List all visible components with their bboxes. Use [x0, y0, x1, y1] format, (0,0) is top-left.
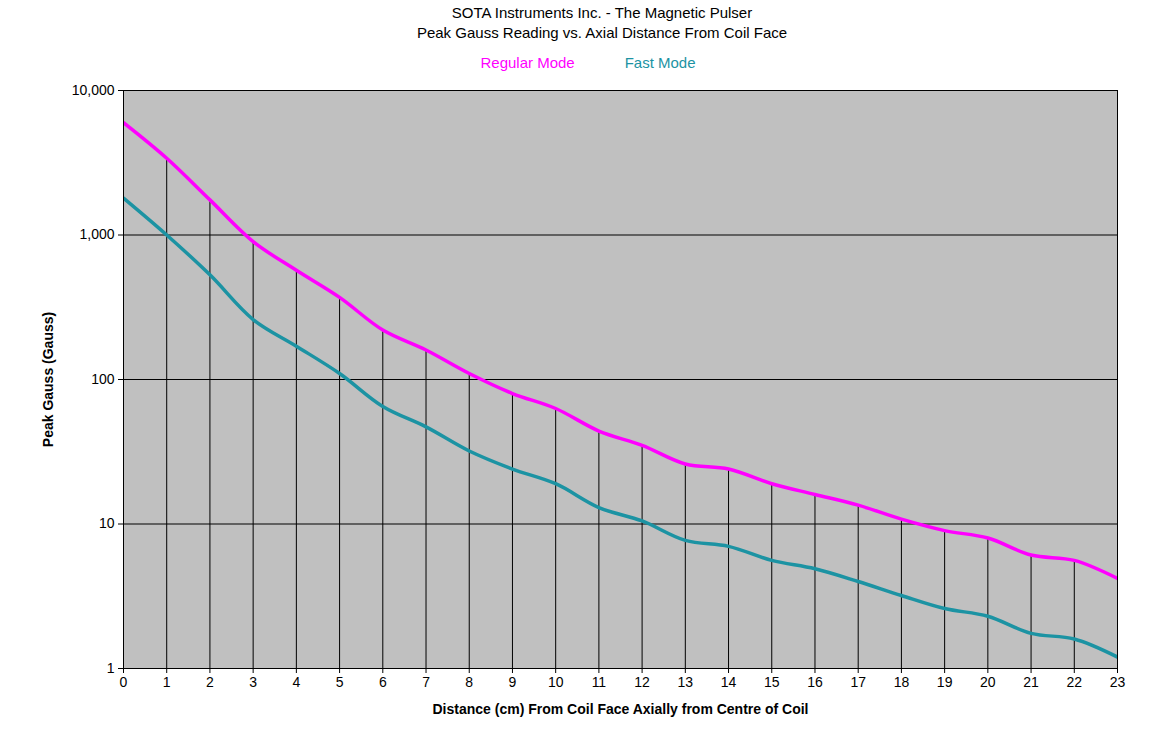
svg-text:4: 4: [292, 674, 300, 690]
svg-text:10,000: 10,000: [72, 82, 115, 98]
svg-text:11: 11: [592, 674, 607, 690]
svg-text:15: 15: [764, 674, 780, 690]
svg-text:100: 100: [91, 371, 115, 387]
svg-text:10: 10: [99, 515, 115, 531]
svg-text:12: 12: [634, 674, 650, 690]
svg-text:2: 2: [206, 674, 214, 690]
svg-text:5: 5: [336, 674, 344, 690]
svg-text:8: 8: [465, 674, 473, 690]
svg-text:21: 21: [1023, 674, 1039, 690]
svg-text:1: 1: [107, 660, 115, 676]
svg-text:Distance (cm) From Coil Face A: Distance (cm) From Coil Face Axially fro…: [432, 701, 808, 717]
svg-text:0: 0: [120, 674, 128, 690]
svg-text:1,000: 1,000: [79, 226, 114, 242]
svg-text:19: 19: [937, 674, 953, 690]
svg-text:3: 3: [249, 674, 257, 690]
svg-text:22: 22: [1066, 674, 1082, 690]
html-text:Regular Mode: Regular Mode: [480, 54, 575, 71]
svg-text:10: 10: [548, 674, 564, 690]
svg-text:Peak Gauss (Gauss): Peak Gauss (Gauss): [40, 312, 56, 447]
svg-text:13: 13: [678, 674, 694, 690]
svg-text:14: 14: [721, 674, 737, 690]
html-text:Peak Gauss Reading vs. Axial D: Peak Gauss Reading vs. Axial Distance Fr…: [416, 24, 788, 41]
svg-text:1: 1: [163, 674, 171, 690]
svg-text:23: 23: [1110, 674, 1126, 690]
svg-text:20: 20: [980, 674, 996, 690]
svg-text:9: 9: [509, 674, 517, 690]
svg-text:16: 16: [807, 674, 823, 690]
svg-text:6: 6: [379, 674, 387, 690]
html-text:Fast Mode: Fast Mode: [624, 54, 696, 71]
html-text:SOTA Instruments Inc. - The Ma: SOTA Instruments Inc. - The Magnetic Pul…: [451, 4, 753, 21]
svg-text:17: 17: [850, 674, 866, 690]
svg-text:18: 18: [894, 674, 910, 690]
svg-text:7: 7: [422, 674, 430, 690]
